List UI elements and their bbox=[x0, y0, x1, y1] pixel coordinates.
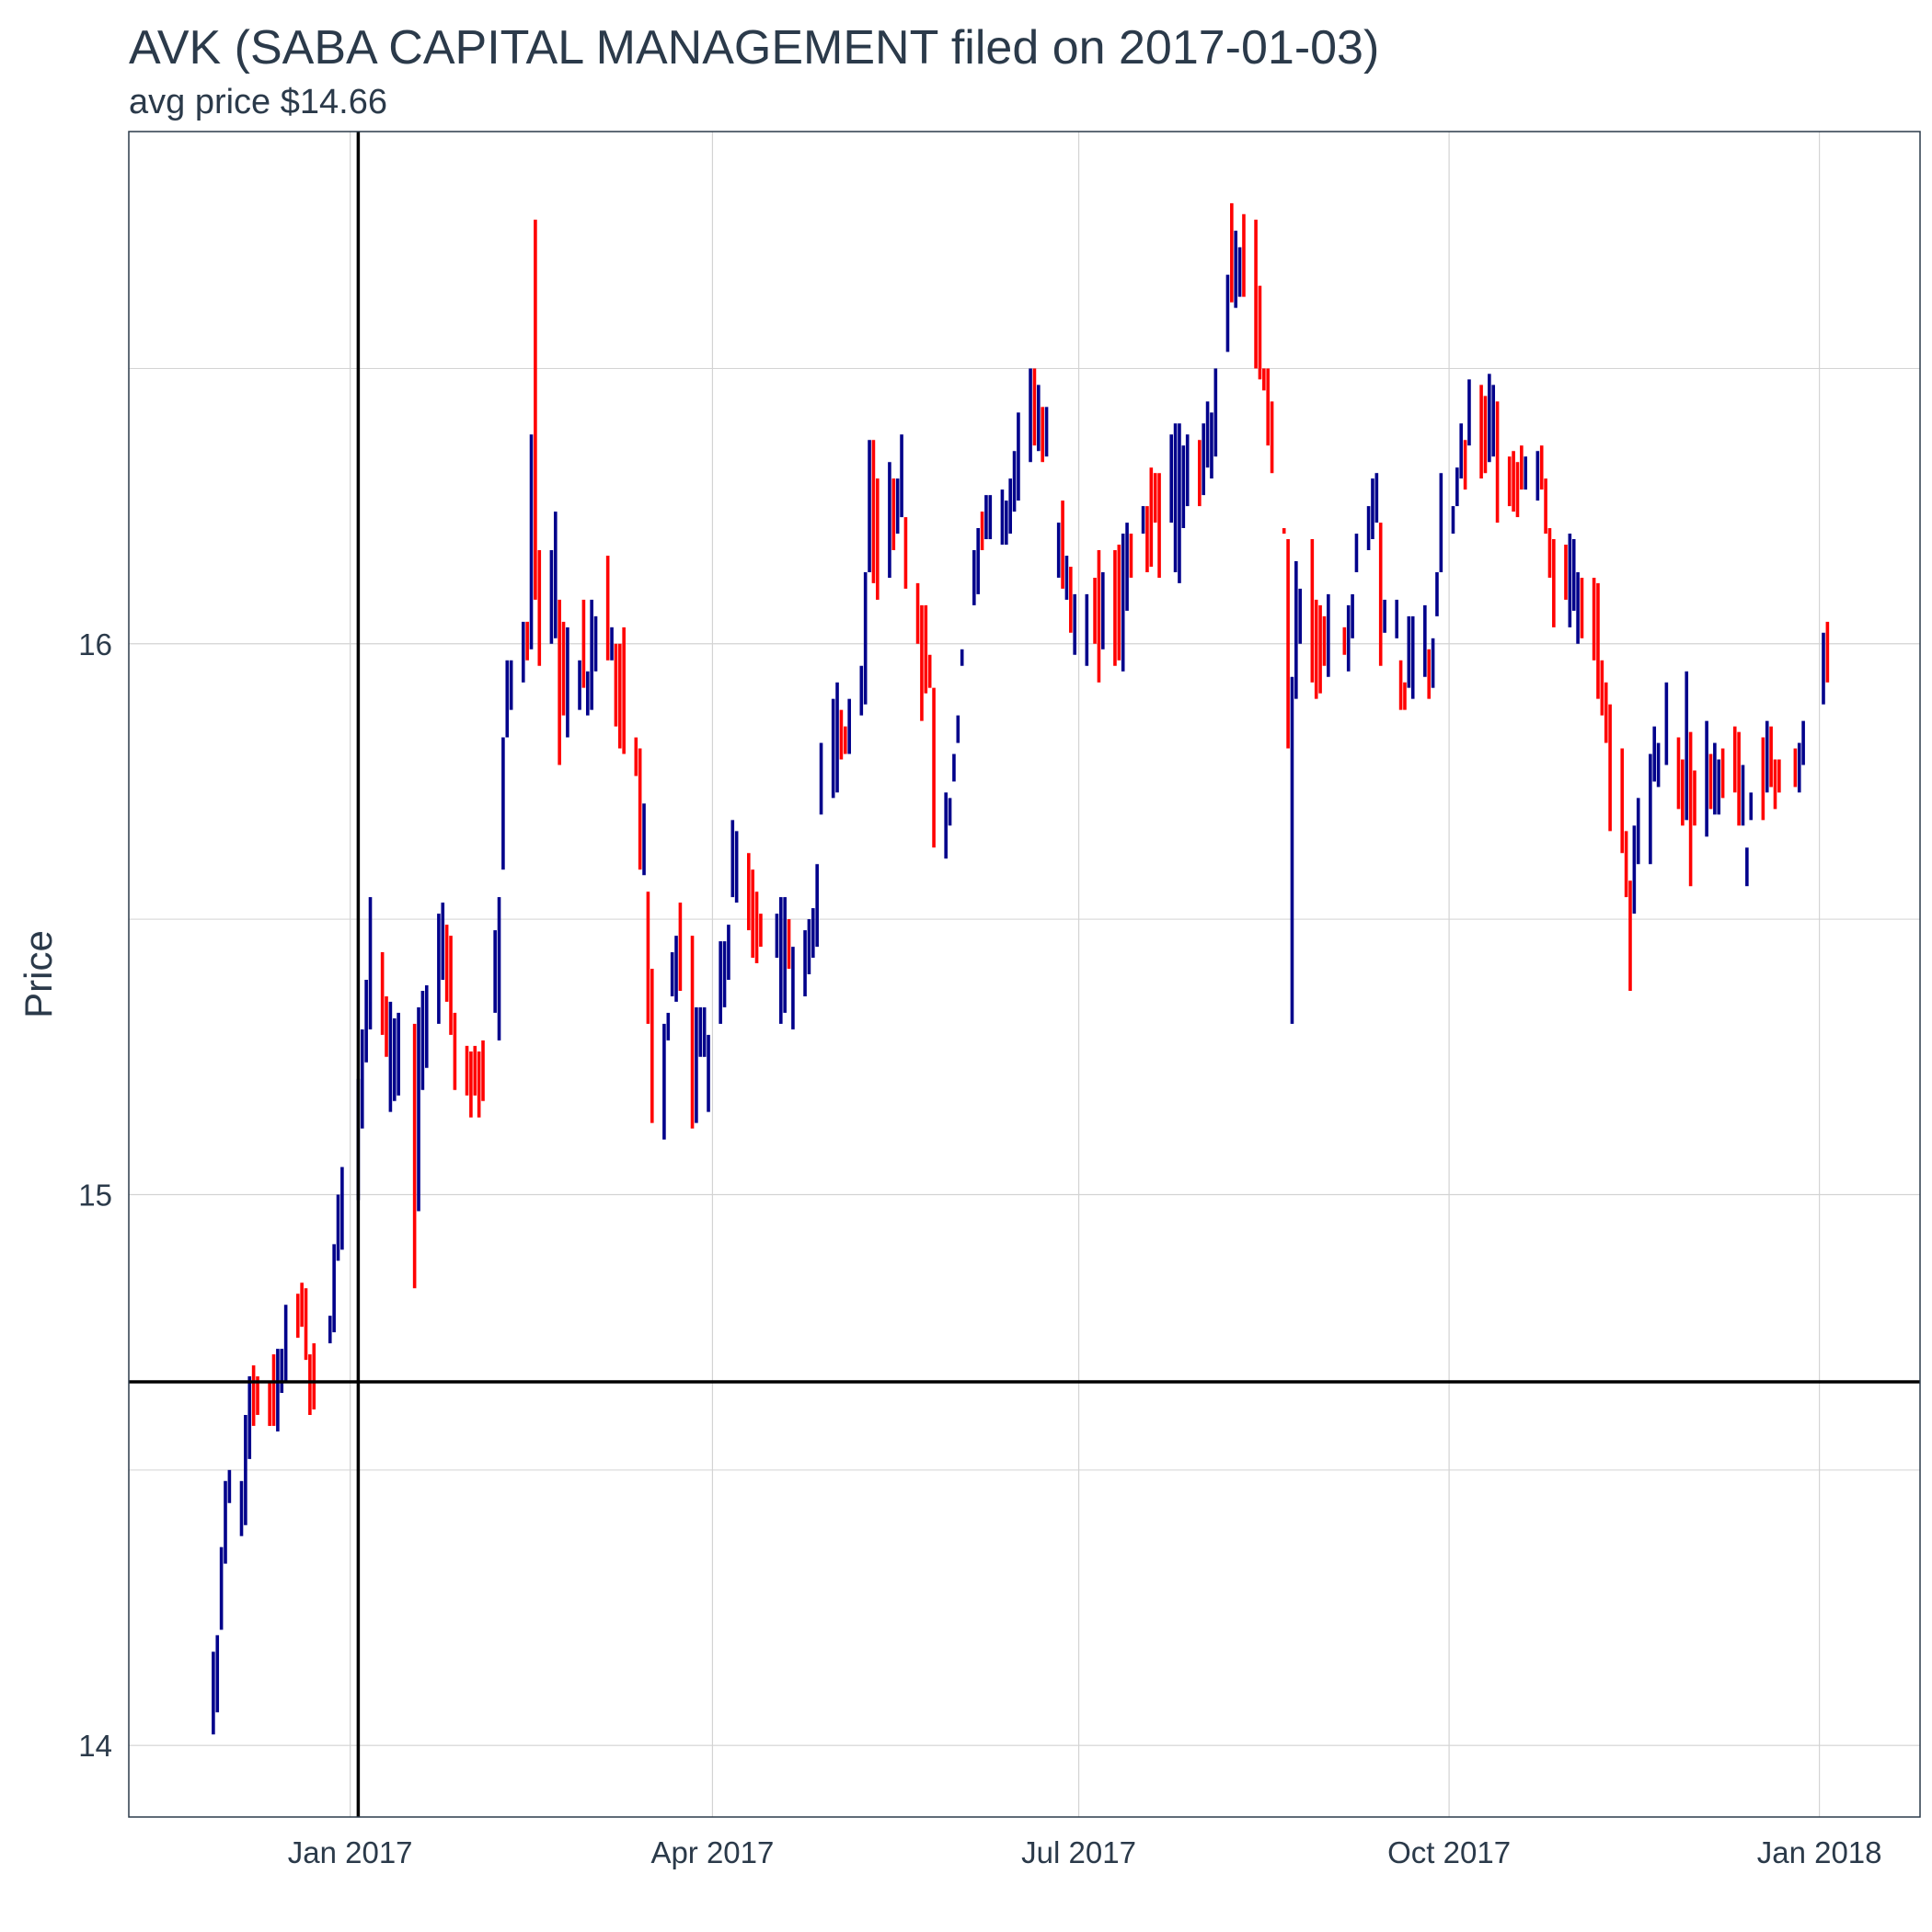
x-tick-label: Jan 2017 bbox=[288, 1835, 413, 1869]
y-tick-label: 14 bbox=[78, 1729, 112, 1763]
price-bars bbox=[212, 202, 1830, 1735]
chart-subtitle: avg price $14.66 bbox=[129, 83, 387, 121]
panel-border bbox=[128, 131, 1921, 1818]
x-tick-label: Apr 2017 bbox=[650, 1835, 774, 1869]
x-tick-label: Jul 2017 bbox=[1021, 1835, 1136, 1869]
chart-title: AVK (SABA CAPITAL MANAGEMENT filed on 20… bbox=[129, 21, 1380, 75]
x-tick-label: Jan 2018 bbox=[1757, 1835, 1882, 1869]
axis-ticks: 14 15 16 Jan 2017 Apr 2017 Jul 2017 Oct 2017 Ja… bbox=[78, 627, 1881, 1869]
y-tick-label: 15 bbox=[78, 1178, 112, 1212]
grid-lines bbox=[129, 132, 1920, 1817]
reference-lines bbox=[129, 132, 1920, 1817]
y-axis-title: Price bbox=[17, 930, 60, 1018]
x-tick-label: Oct 2017 bbox=[1387, 1835, 1511, 1869]
y-tick-label: 16 bbox=[78, 627, 112, 661]
